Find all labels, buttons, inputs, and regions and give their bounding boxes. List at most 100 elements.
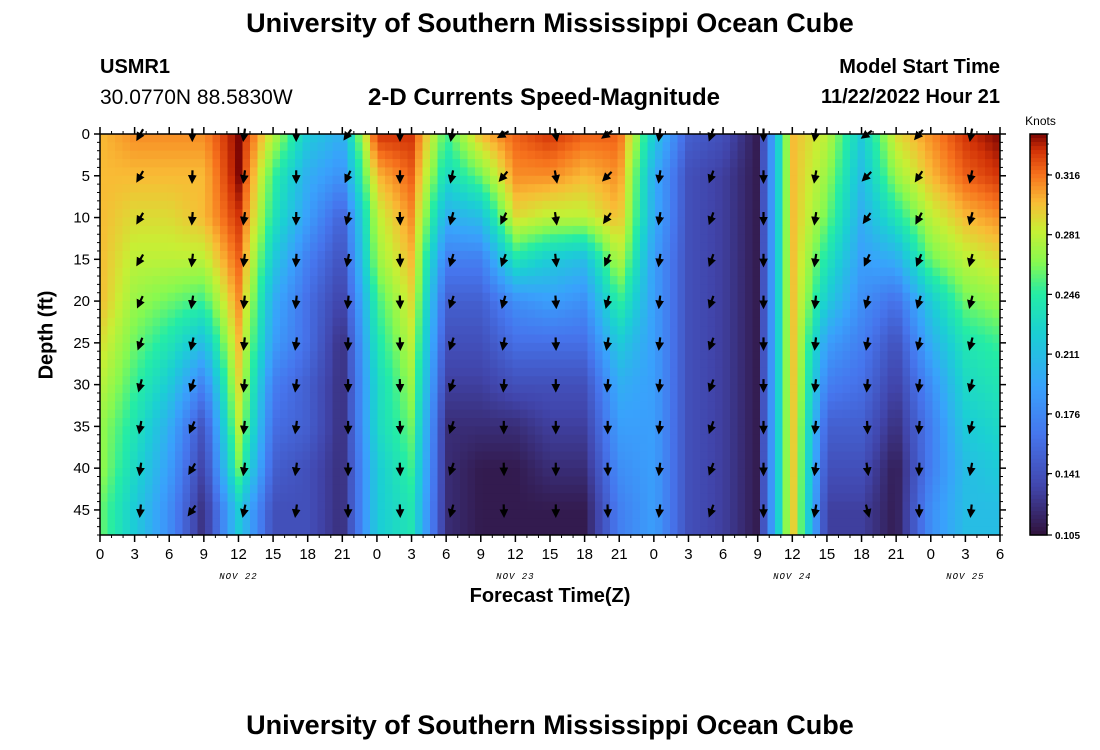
heatmap-cell [265,284,274,294]
heatmap-cell [310,225,319,235]
heatmap-cell [827,250,836,260]
heatmap-cell [722,451,731,461]
heatmap-cell [812,192,821,202]
heatmap-cell [115,334,124,344]
heatmap-cell [550,284,559,294]
heatmap-cell [295,284,304,294]
heatmap-cell [107,459,116,469]
heatmap-cell [595,134,604,143]
heatmap-cell [715,518,724,528]
heatmap-cell [790,234,799,244]
heatmap-cell [520,518,529,528]
heatmap-cell [715,259,724,269]
heatmap-cell [872,292,881,302]
heatmap-cell [107,509,116,519]
heatmap-cell [572,309,581,319]
heatmap-cell [137,434,146,444]
heatmap-cell [302,167,311,177]
heatmap-cell [317,184,326,194]
heatmap-cell [347,159,356,169]
heatmap-cell [325,234,334,244]
heatmap-cell [707,209,716,219]
heatmap-cell [287,276,296,285]
heatmap-cell [752,326,761,336]
heatmap-cell [737,159,746,169]
heatmap-cell [175,309,184,319]
heatmap-cell [317,175,326,185]
heatmap-cell [445,326,454,336]
heatmap-cell [235,192,244,202]
heatmap-cell [565,175,574,185]
heatmap-cell [280,217,289,227]
heatmap-cell [752,526,761,535]
heatmap-cell [257,384,266,394]
heatmap-cell [805,518,814,528]
heatmap-cell [137,401,146,411]
heatmap-cell [355,342,364,352]
heatmap-cell [107,367,116,377]
heatmap-cell [767,276,776,285]
heatmap-cell [347,167,356,177]
heatmap-cell [617,443,626,453]
heatmap-cell [107,376,116,386]
heatmap-cell [175,317,184,327]
heatmap-cell [407,392,416,402]
heatmap-cell [805,276,814,285]
heatmap-cell [272,351,281,361]
heatmap-cell [602,493,611,503]
heatmap-cell [797,409,806,419]
heatmap-cell [535,468,544,478]
heatmap-cell [445,409,454,419]
heatmap-cell [587,351,596,361]
heatmap-cell [392,326,401,336]
heatmap-cell [670,376,679,386]
heatmap-cell [557,409,566,419]
heatmap-cell [790,184,799,194]
heatmap-cell [160,301,169,311]
heatmap-cell [325,434,334,444]
heatmap-cell [535,159,544,169]
heatmap-cell [662,376,671,386]
heatmap-cell [707,526,716,535]
heatmap-cell [872,276,881,285]
heatmap-cell [850,367,859,377]
heatmap-cell [107,200,116,210]
heatmap-cell [745,159,754,169]
heatmap-cell [670,493,679,503]
heatmap-cell [355,367,364,377]
heatmap-cell [670,518,679,528]
heatmap-cell [535,518,544,528]
heatmap-cell [865,392,874,402]
heatmap-cell [407,309,416,319]
heatmap-cell [265,259,274,269]
heatmap-cell [437,309,446,319]
heatmap-cell [137,367,146,377]
heatmap-cell [842,526,851,535]
heatmap-cell [265,250,274,260]
heatmap-cell [535,217,544,227]
heatmap-cell [820,150,829,160]
heatmap-cell [722,526,731,535]
heatmap-cell [782,242,791,252]
heatmap-cell [670,301,679,311]
heatmap-cell [197,384,206,394]
heatmap-cell [610,401,619,411]
heatmap-cell [377,276,386,285]
heatmap-cell [167,359,176,369]
heatmap-cell [542,342,551,352]
heatmap-cell [130,367,139,377]
heatmap-cell [797,459,806,469]
heatmap-cell [212,267,221,277]
heatmap-cell [445,150,454,160]
heatmap-cell [355,184,364,194]
heatmap-cell [482,459,491,469]
heatmap-cell [692,217,701,227]
heatmap-cell [220,518,229,528]
heatmap-cell [565,259,574,269]
heatmap-cell [175,209,184,219]
heatmap-cell [152,493,161,503]
heatmap-cell [715,134,724,143]
heatmap-cell [325,468,334,478]
heatmap-cell [242,234,251,244]
heatmap-cell [745,476,754,486]
